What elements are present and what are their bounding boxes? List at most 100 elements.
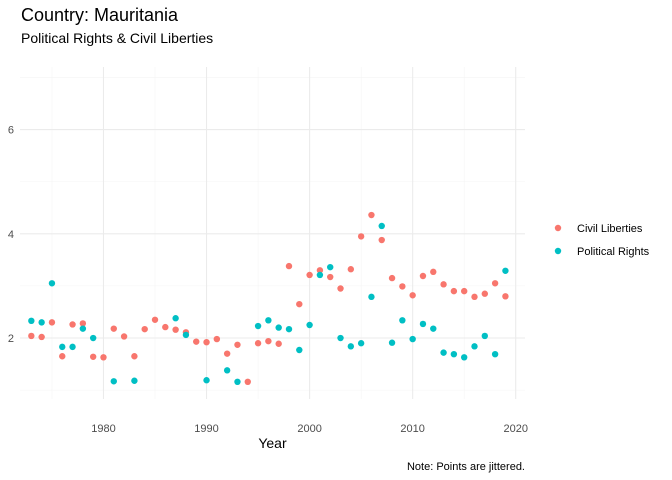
political-rights-point bbox=[337, 334, 344, 342]
political-rights-point bbox=[481, 332, 489, 340]
civil-liberties-point bbox=[450, 287, 458, 295]
civil-liberties-point bbox=[69, 321, 76, 328]
legend: Civil Liberties Political Rights bbox=[554, 223, 650, 258]
legend-key-civil-liberties bbox=[554, 224, 562, 232]
political-rights-point bbox=[28, 317, 35, 325]
political-rights-point bbox=[254, 322, 262, 330]
political-rights-point bbox=[79, 325, 87, 332]
civil-liberties-point bbox=[28, 332, 35, 340]
political-rights-point bbox=[38, 319, 45, 326]
civil-liberties-point bbox=[409, 292, 416, 299]
x-axis-title: Year bbox=[258, 435, 287, 451]
legend-key-political-rights bbox=[554, 247, 562, 255]
political-rights-point bbox=[265, 317, 272, 324]
political-rights-point bbox=[131, 377, 138, 384]
civil-liberties-point bbox=[244, 378, 251, 386]
political-rights-point bbox=[285, 325, 293, 333]
civil-liberties-point bbox=[471, 293, 478, 301]
chart-subtitle: Political Rights & Civil Liberties bbox=[21, 30, 213, 46]
civil-liberties-point bbox=[460, 287, 468, 295]
political-rights-point bbox=[275, 324, 282, 331]
x-axis-ticks: 1980 1990 2000 2010 2020 bbox=[91, 423, 528, 435]
political-rights-point bbox=[110, 378, 117, 385]
y-tick-label: 6 bbox=[8, 125, 14, 137]
civil-liberties-point bbox=[275, 340, 282, 347]
civil-liberties-point bbox=[193, 338, 200, 345]
chart-title: Country: Mauritania bbox=[21, 5, 179, 25]
civil-liberties-point bbox=[213, 335, 221, 343]
y-tick-label: 2 bbox=[8, 333, 14, 345]
x-tick-label: 2000 bbox=[297, 423, 321, 435]
civil-liberties-point bbox=[347, 266, 355, 273]
civil-liberties-point bbox=[296, 300, 303, 308]
civil-liberties-point bbox=[38, 333, 45, 341]
political-rights-point bbox=[306, 321, 313, 329]
x-tick-label: 2020 bbox=[503, 423, 527, 435]
political-rights-point bbox=[450, 350, 458, 358]
political-rights-point bbox=[491, 350, 499, 358]
political-rights-point bbox=[327, 263, 334, 271]
political-rights-point bbox=[502, 267, 509, 274]
civil-liberties-point bbox=[327, 273, 334, 281]
chart-caption: Note: Points are jittered. bbox=[407, 461, 525, 473]
x-tick-label: 1980 bbox=[91, 423, 115, 435]
civil-liberties-point bbox=[306, 271, 313, 279]
civil-liberties-point bbox=[141, 325, 148, 333]
civil-liberties-point bbox=[481, 290, 489, 297]
civil-liberties-point bbox=[79, 320, 87, 327]
x-tick-label: 1990 bbox=[194, 423, 218, 435]
political-rights-point bbox=[440, 349, 447, 356]
civil-liberties-point bbox=[440, 281, 447, 288]
civil-liberties-point bbox=[203, 338, 210, 346]
civil-liberties-point bbox=[368, 211, 375, 219]
civil-liberties-point bbox=[378, 236, 385, 244]
legend-label-political-rights: Political Rights bbox=[577, 246, 650, 258]
civil-liberties-point bbox=[59, 353, 66, 360]
civil-liberties-point bbox=[399, 283, 406, 290]
civil-liberties-point bbox=[430, 268, 437, 276]
political-rights-point bbox=[409, 335, 416, 343]
political-rights-point bbox=[172, 315, 179, 322]
civil-liberties-point bbox=[48, 319, 56, 326]
political-rights-point bbox=[223, 367, 231, 374]
political-rights-point bbox=[69, 343, 76, 351]
civil-liberties-point bbox=[337, 285, 344, 292]
civil-liberties-point bbox=[265, 337, 272, 345]
y-axis-ticks: 2 4 6 bbox=[8, 125, 14, 345]
political-rights-point bbox=[182, 331, 190, 339]
political-rights-point bbox=[296, 346, 303, 354]
political-rights-point bbox=[368, 293, 375, 301]
civil-liberties-point bbox=[110, 325, 117, 332]
political-rights-point bbox=[234, 378, 241, 386]
political-rights-point bbox=[419, 320, 427, 328]
y-tick-label: 4 bbox=[8, 229, 14, 241]
political-rights-point bbox=[430, 325, 437, 332]
political-rights-point bbox=[388, 339, 396, 346]
civil-liberties-point bbox=[100, 354, 107, 361]
political-rights-point bbox=[89, 334, 97, 342]
political-rights-point bbox=[471, 343, 478, 350]
political-rights-point bbox=[48, 280, 56, 287]
civil-liberties-point bbox=[491, 280, 499, 287]
civil-liberties-point bbox=[502, 293, 509, 300]
civil-liberties-point bbox=[388, 274, 396, 282]
x-tick-label: 2010 bbox=[400, 423, 424, 435]
civil-liberties-point bbox=[151, 316, 159, 323]
civil-liberties-point bbox=[254, 340, 262, 347]
political-rights-point bbox=[347, 343, 355, 350]
data-points bbox=[28, 211, 509, 386]
civil-liberties-point bbox=[172, 326, 179, 333]
civil-liberties-point bbox=[223, 350, 231, 357]
civil-liberties-point bbox=[89, 353, 97, 360]
civil-liberties-point bbox=[131, 353, 138, 360]
political-rights-point bbox=[203, 377, 210, 384]
legend-label-civil-liberties: Civil Liberties bbox=[577, 223, 643, 235]
civil-liberties-point bbox=[120, 333, 128, 340]
political-rights-point bbox=[378, 222, 385, 230]
civil-liberties-point bbox=[162, 323, 169, 331]
political-rights-point bbox=[59, 343, 66, 351]
civil-liberties-point bbox=[419, 272, 427, 280]
civil-liberties-point bbox=[234, 341, 241, 348]
grid-lines bbox=[20, 67, 525, 399]
